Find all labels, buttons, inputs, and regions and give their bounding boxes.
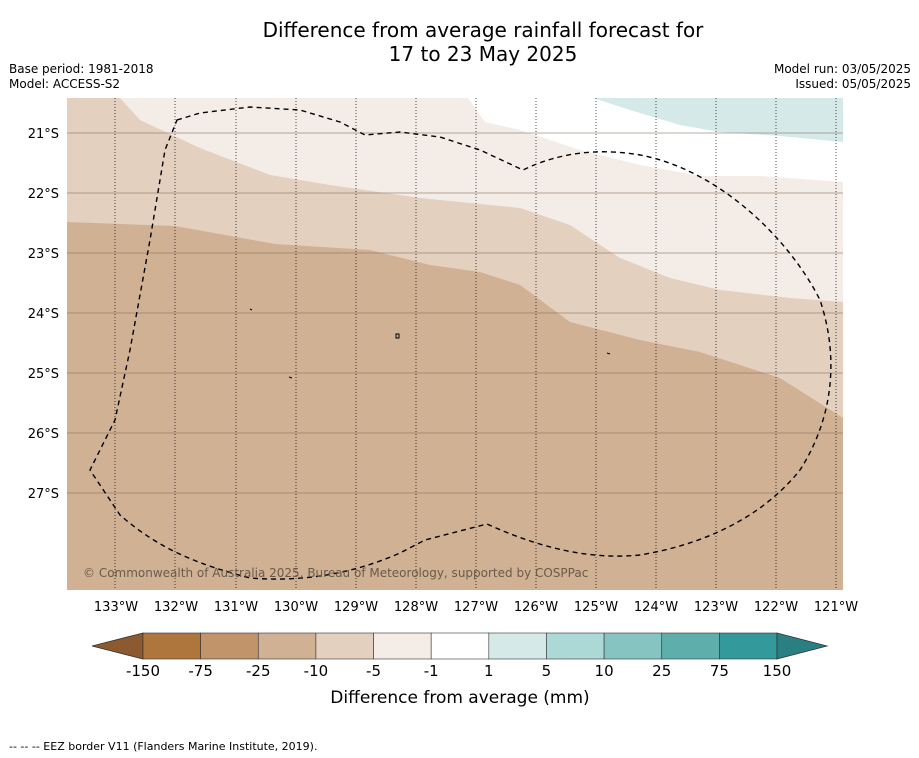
island-mark bbox=[249, 308, 253, 311]
colorbar-tick-label: 150 bbox=[763, 662, 792, 680]
colorbar-segment bbox=[719, 632, 778, 660]
colorbar-label: Difference from average (mm) bbox=[330, 688, 589, 708]
lat-labels: 21°S 22°S 23°S 24°S 25°S 26°S 27°S bbox=[28, 127, 59, 502]
colorbar-tick-label: -10 bbox=[304, 662, 329, 680]
lon-label: 121°W bbox=[814, 600, 858, 615]
colorbar-tick-label: -5 bbox=[366, 662, 381, 680]
lon-label: 128°W bbox=[394, 600, 438, 615]
colorbar-segment bbox=[603, 632, 663, 660]
model-text: Model: ACCESS-S2 bbox=[9, 77, 121, 91]
base-period-text: Base period: 1981-2018 bbox=[9, 62, 154, 76]
island-mark bbox=[395, 333, 400, 339]
colorbar-segment bbox=[661, 632, 720, 660]
lon-labels: 133°W 132°W 131°W 130°W 129°W 128°W 127°… bbox=[94, 600, 858, 615]
colorbar-low-extend bbox=[91, 632, 144, 660]
colorbar-segment bbox=[315, 632, 374, 660]
colorbar-segment bbox=[257, 632, 317, 660]
colorbar-segment bbox=[546, 632, 605, 660]
lat-label: 26°S bbox=[28, 427, 59, 442]
colorbar-high-extend bbox=[776, 632, 829, 660]
colorbar-tick-label: 5 bbox=[542, 662, 552, 680]
lon-label: 129°W bbox=[334, 600, 378, 615]
meta-left: Base period: 1981-2018 Model: ACCESS-S2 bbox=[9, 62, 154, 92]
lon-label: 132°W bbox=[154, 600, 198, 615]
lon-label: 130°W bbox=[274, 600, 318, 615]
model-run-text: Model run: 03/05/2025 bbox=[773, 62, 911, 76]
title-line-1: Difference from average rainfall forecas… bbox=[262, 18, 704, 42]
lat-label: 24°S bbox=[28, 307, 59, 322]
colorbar-ticks: -150 -75 -25 -10 -5 -1 1 5 10 25 75 150 bbox=[126, 662, 791, 680]
colorbar-tick-label: 75 bbox=[710, 662, 729, 680]
lat-gridlines bbox=[67, 132, 843, 494]
eez-footnote: -- -- -- EEZ border V11 (Flanders Marine… bbox=[9, 740, 318, 753]
lat-label: 27°S bbox=[28, 487, 59, 502]
lon-label: 124°W bbox=[634, 600, 678, 615]
islands bbox=[249, 308, 611, 379]
meta-right: Model run: 03/05/2025 Issued: 05/05/2025 bbox=[774, 62, 911, 92]
lat-label: 25°S bbox=[28, 367, 59, 382]
lon-label: 123°W bbox=[694, 600, 738, 615]
lon-label: 127°W bbox=[454, 600, 498, 615]
lon-label: 133°W bbox=[94, 600, 138, 615]
colorbar-segment bbox=[200, 632, 259, 660]
map-title: Difference from average rainfall forecas… bbox=[0, 18, 919, 66]
eez-border bbox=[89, 106, 832, 580]
colorbar-segment bbox=[373, 632, 432, 660]
map-fill-layer bbox=[67, 98, 843, 590]
colorbar-segments bbox=[142, 632, 778, 660]
issued-text: Issued: 05/05/2025 bbox=[795, 77, 911, 91]
colorbar-segment bbox=[488, 632, 547, 660]
colorbar-tick-label: -1 bbox=[424, 662, 439, 680]
zone-plus-1 bbox=[593, 98, 843, 142]
colorbar-tick-label: 25 bbox=[652, 662, 671, 680]
colorbar-tick-label: 10 bbox=[595, 662, 614, 680]
colorbar-tick-label: -150 bbox=[126, 662, 160, 680]
lat-label: 22°S bbox=[28, 187, 59, 202]
title-line-2: 17 to 23 May 2025 bbox=[388, 42, 578, 66]
lon-label: 122°W bbox=[754, 600, 798, 615]
colorbar-tick-label: -25 bbox=[246, 662, 271, 680]
island-mark bbox=[288, 376, 293, 379]
colorbar-tick-label: -75 bbox=[188, 662, 213, 680]
colorbar-segment bbox=[430, 632, 490, 660]
lon-gridlines bbox=[114, 98, 837, 590]
colorbar-tick-label: 1 bbox=[484, 662, 494, 680]
lat-label: 21°S bbox=[28, 127, 59, 142]
lon-label: 125°W bbox=[574, 600, 618, 615]
lon-label: 131°W bbox=[214, 600, 258, 615]
island-mark bbox=[606, 352, 611, 355]
colorbar-segment bbox=[142, 632, 201, 660]
lon-label: 126°W bbox=[514, 600, 558, 615]
rainfall-map: © Commonwealth of Australia 2025, Bureau… bbox=[28, 98, 858, 615]
lat-label: 23°S bbox=[28, 247, 59, 262]
copyright-text: © Commonwealth of Australia 2025, Bureau… bbox=[83, 566, 588, 580]
